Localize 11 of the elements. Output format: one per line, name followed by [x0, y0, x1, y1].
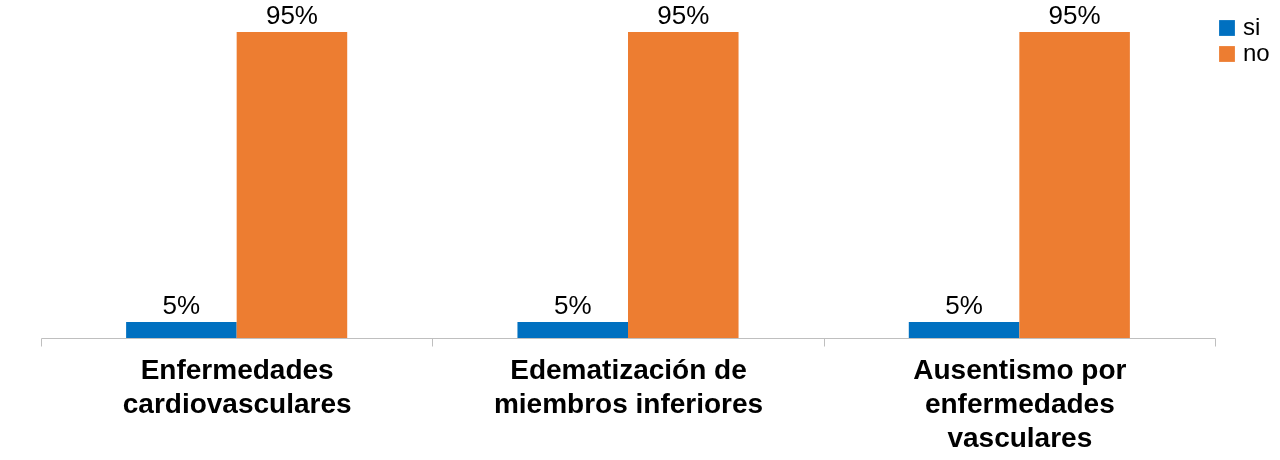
data-label: 5% — [162, 289, 201, 320]
x-tick-label: Ausentismo por enfermedades vasculares — [913, 353, 1127, 453]
data-label: 95% — [657, 0, 710, 31]
legend-label: no — [1243, 39, 1270, 66]
x-tick-label: Enfermedades cardiovasculares — [122, 353, 352, 419]
legend-label: si — [1243, 13, 1261, 40]
data-label: 5% — [945, 289, 983, 320]
data-label: 95% — [265, 0, 318, 31]
data-label: 95% — [1048, 0, 1101, 31]
x-tick-label: Edematización de miembros inferiores — [493, 353, 764, 419]
data-label: 5% — [553, 289, 592, 320]
